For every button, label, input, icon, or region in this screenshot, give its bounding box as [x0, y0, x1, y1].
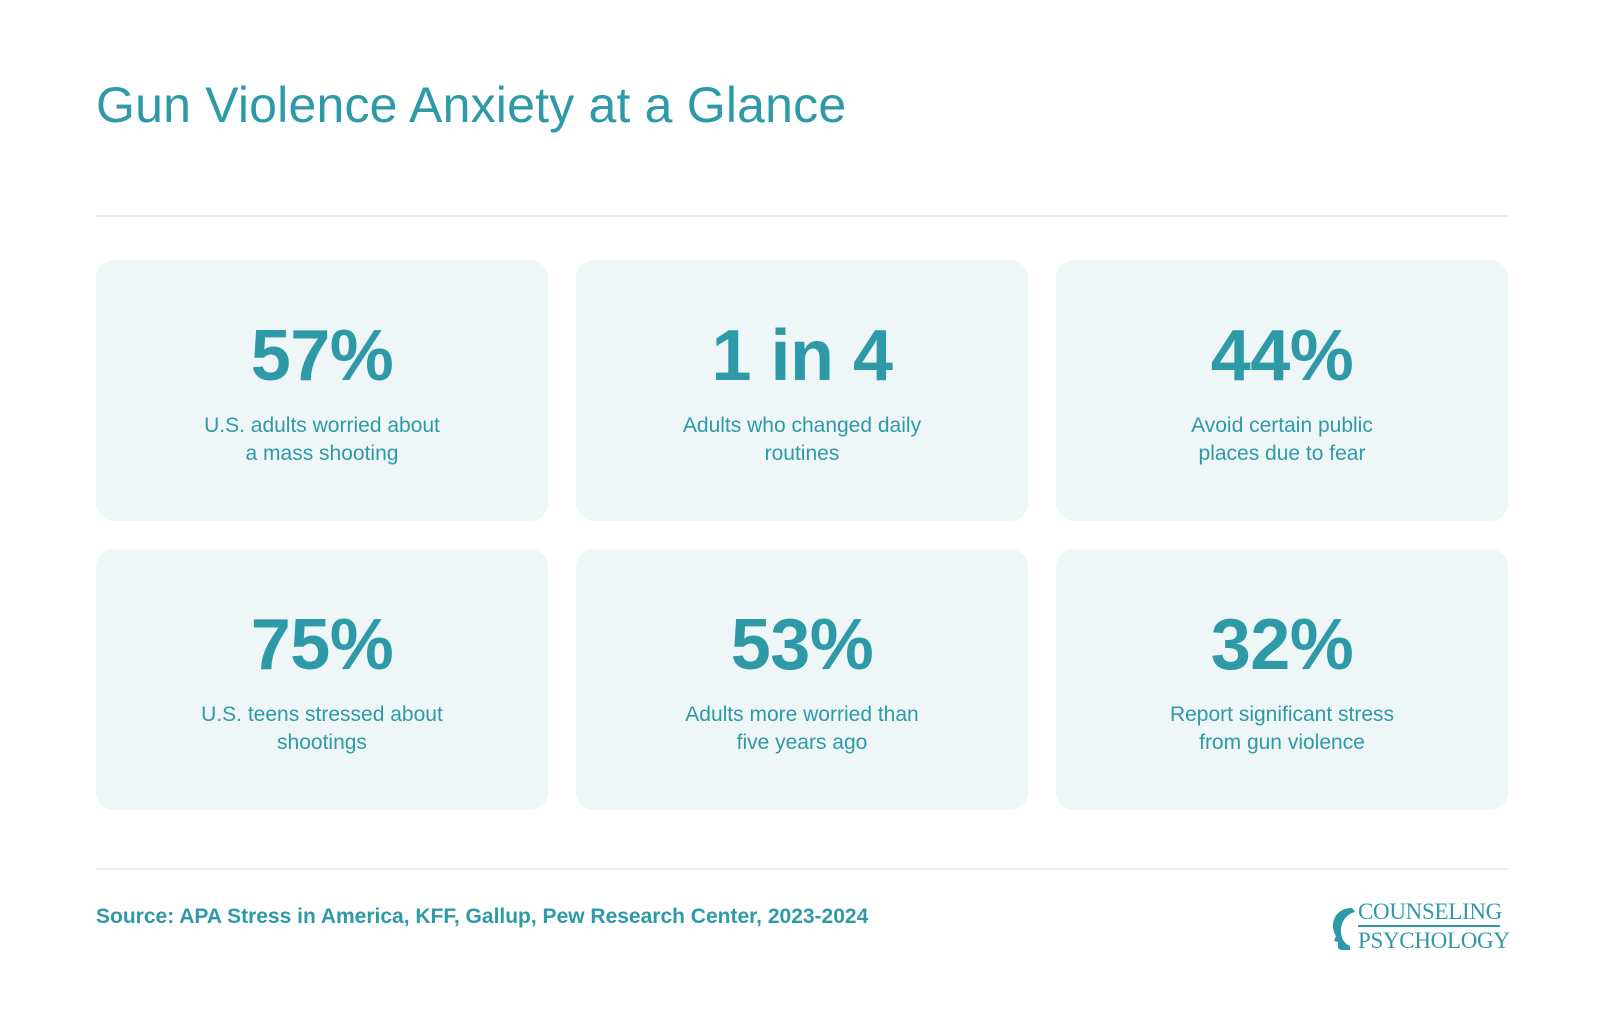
stat-label: Adults who changed daily routines: [683, 412, 921, 468]
stat-label-line: a mass shooting: [245, 441, 399, 465]
head-profile-icon: [1333, 908, 1355, 950]
stat-label: U.S. teens stressed about shootings: [201, 701, 443, 757]
stat-label-line: from gun violence: [1199, 730, 1365, 754]
stat-value: 1 in 4: [711, 315, 893, 396]
stat-value: 32%: [1210, 604, 1354, 685]
stat-label-line: U.S. teens stressed about: [201, 702, 443, 726]
stat-card: 57% U.S. adults worried about a mass sho…: [96, 260, 548, 521]
stat-label-line: places due to fear: [1198, 441, 1366, 465]
stat-value: 44%: [1210, 315, 1354, 396]
stat-value: 75%: [250, 604, 394, 685]
stat-label-line: Report significant stress: [1169, 702, 1395, 726]
stat-label: Report significant stress from gun viole…: [1170, 701, 1394, 757]
stat-label-line: Avoid certain public: [1191, 413, 1373, 437]
stat-card: 75% U.S. teens stressed about shootings: [96, 549, 548, 810]
stat-value: 57%: [250, 315, 394, 396]
source-citation: Source: APA Stress in America, KFF, Gall…: [96, 905, 869, 928]
stat-label: Avoid certain public places due to fear: [1191, 412, 1373, 468]
stat-card: 1 in 4 Adults who changed daily routines: [576, 260, 1028, 521]
stat-label: Adults more worried than five years ago: [685, 701, 918, 757]
logo-line-psychology: PSYCHOLOGY: [1358, 927, 1510, 953]
stat-label-line: routines: [764, 441, 840, 465]
stat-label-line: five years ago: [736, 730, 868, 754]
stat-label-line: shootings: [277, 730, 367, 754]
stat-label: U.S. adults worried about a mass shootin…: [204, 412, 440, 468]
stat-value: 53%: [730, 604, 874, 685]
stat-card: 32% Report significant stress from gun v…: [1056, 549, 1508, 810]
stat-label-line: Adults more worried than: [685, 702, 919, 726]
counseling-psychology-logo: COUNSELING PSYCHOLOGY: [1330, 900, 1510, 956]
bottom-divider: [96, 868, 1508, 870]
logo-line-counseling: COUNSELING: [1358, 899, 1502, 924]
stat-card: 53% Adults more worried than five years …: [576, 549, 1028, 810]
stat-card: 44% Avoid certain public places due to f…: [1056, 260, 1508, 521]
top-divider: [96, 215, 1508, 217]
stat-label-line: U.S. adults worried about: [204, 413, 440, 437]
stat-cards-grid: 57% U.S. adults worried about a mass sho…: [96, 260, 1508, 810]
logo-rule: [1358, 925, 1500, 927]
stat-label-line: Adults who changed daily: [682, 413, 922, 437]
logo-wordmark: COUNSELING PSYCHOLOGY: [1358, 900, 1510, 952]
page-title: Gun Violence Anxiety at a Glance: [96, 77, 847, 133]
